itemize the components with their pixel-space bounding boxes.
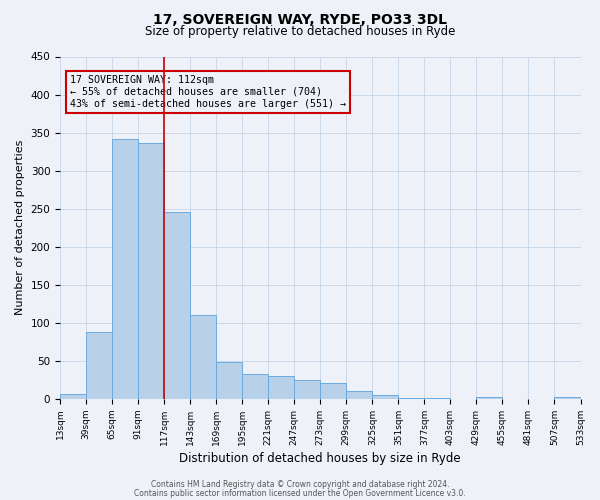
Text: 17, SOVEREIGN WAY, RYDE, PO33 3DL: 17, SOVEREIGN WAY, RYDE, PO33 3DL: [153, 12, 447, 26]
Bar: [164, 212, 190, 399]
Bar: [346, 392, 373, 399]
Bar: [320, 383, 346, 399]
Bar: [476, 398, 502, 399]
Bar: [554, 398, 581, 399]
Bar: [216, 362, 242, 399]
Bar: [398, 398, 424, 399]
Bar: [190, 315, 216, 399]
Bar: [424, 398, 451, 399]
Text: Size of property relative to detached houses in Ryde: Size of property relative to detached ho…: [145, 25, 455, 38]
Text: 17 SOVEREIGN WAY: 112sqm
← 55% of detached houses are smaller (704)
43% of semi-: 17 SOVEREIGN WAY: 112sqm ← 55% of detach…: [70, 76, 346, 108]
Bar: [60, 394, 86, 399]
Text: Contains HM Land Registry data © Crown copyright and database right 2024.: Contains HM Land Registry data © Crown c…: [151, 480, 449, 489]
Bar: [112, 138, 138, 399]
Bar: [373, 395, 398, 399]
Bar: [294, 380, 320, 399]
X-axis label: Distribution of detached houses by size in Ryde: Distribution of detached houses by size …: [179, 452, 461, 465]
Bar: [86, 332, 112, 399]
Y-axis label: Number of detached properties: Number of detached properties: [15, 140, 25, 316]
Bar: [268, 376, 294, 399]
Bar: [242, 374, 268, 399]
Bar: [138, 144, 164, 399]
Text: Contains public sector information licensed under the Open Government Licence v3: Contains public sector information licen…: [134, 488, 466, 498]
